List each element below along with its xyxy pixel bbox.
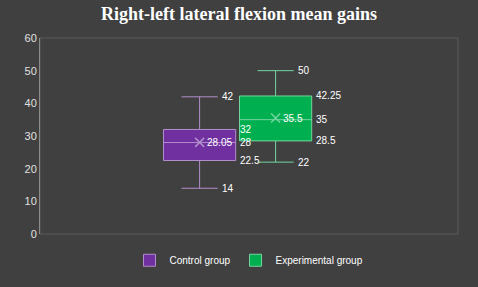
- svg-text:60: 60: [25, 32, 37, 44]
- svg-text:22.5: 22.5: [240, 155, 260, 166]
- svg-text:28: 28: [240, 137, 252, 148]
- svg-text:42.25: 42.25: [316, 90, 341, 101]
- svg-text:35: 35: [316, 114, 328, 125]
- svg-text:Experimental group: Experimental group: [276, 255, 363, 266]
- svg-text:14: 14: [222, 183, 234, 194]
- svg-text:50: 50: [25, 65, 37, 77]
- svg-text:50: 50: [298, 65, 310, 76]
- svg-text:42: 42: [222, 91, 234, 102]
- svg-text:28.05: 28.05: [207, 137, 232, 148]
- svg-text:30: 30: [25, 130, 37, 142]
- svg-text:28.5: 28.5: [316, 135, 336, 146]
- svg-text:20: 20: [25, 163, 37, 175]
- svg-text:32: 32: [240, 124, 252, 135]
- svg-text:Right-left lateral flexion mea: Right-left lateral flexion mean gains: [101, 4, 377, 24]
- svg-text:35.5: 35.5: [283, 113, 303, 124]
- svg-text:10: 10: [25, 195, 37, 207]
- svg-text:22: 22: [298, 157, 310, 168]
- svg-text:0: 0: [31, 228, 37, 240]
- svg-text:Control group: Control group: [170, 255, 231, 266]
- svg-text:40: 40: [25, 97, 37, 109]
